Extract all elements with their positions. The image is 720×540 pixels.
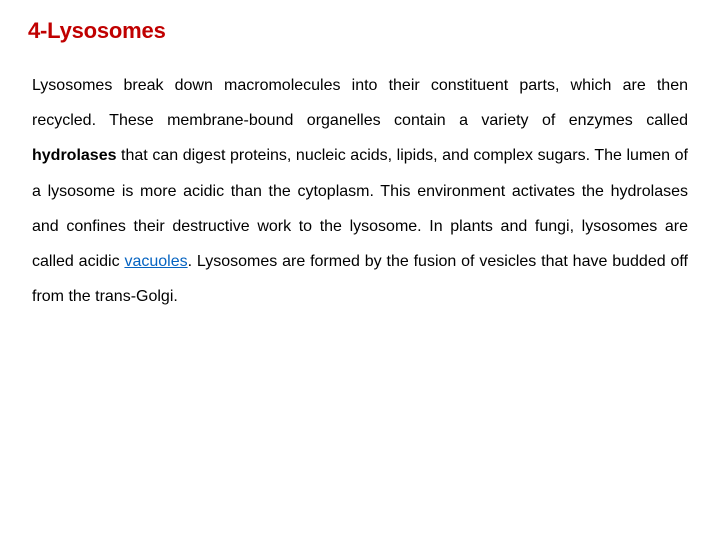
text-run-bold-hydrolases: hydrolases bbox=[32, 147, 116, 164]
section-heading: 4-Lysosomes bbox=[28, 18, 692, 44]
body-paragraph: Lysosomes break down macromolecules into… bbox=[28, 68, 692, 314]
text-run-2: that can digest proteins, nucleic acids,… bbox=[32, 147, 688, 270]
slide-page: 4-Lysosomes Lysosomes break down macromo… bbox=[0, 0, 720, 540]
link-vacuoles[interactable]: vacuoles bbox=[124, 253, 187, 270]
text-run-0: Lysosomes break down macromolecules into… bbox=[32, 77, 688, 129]
